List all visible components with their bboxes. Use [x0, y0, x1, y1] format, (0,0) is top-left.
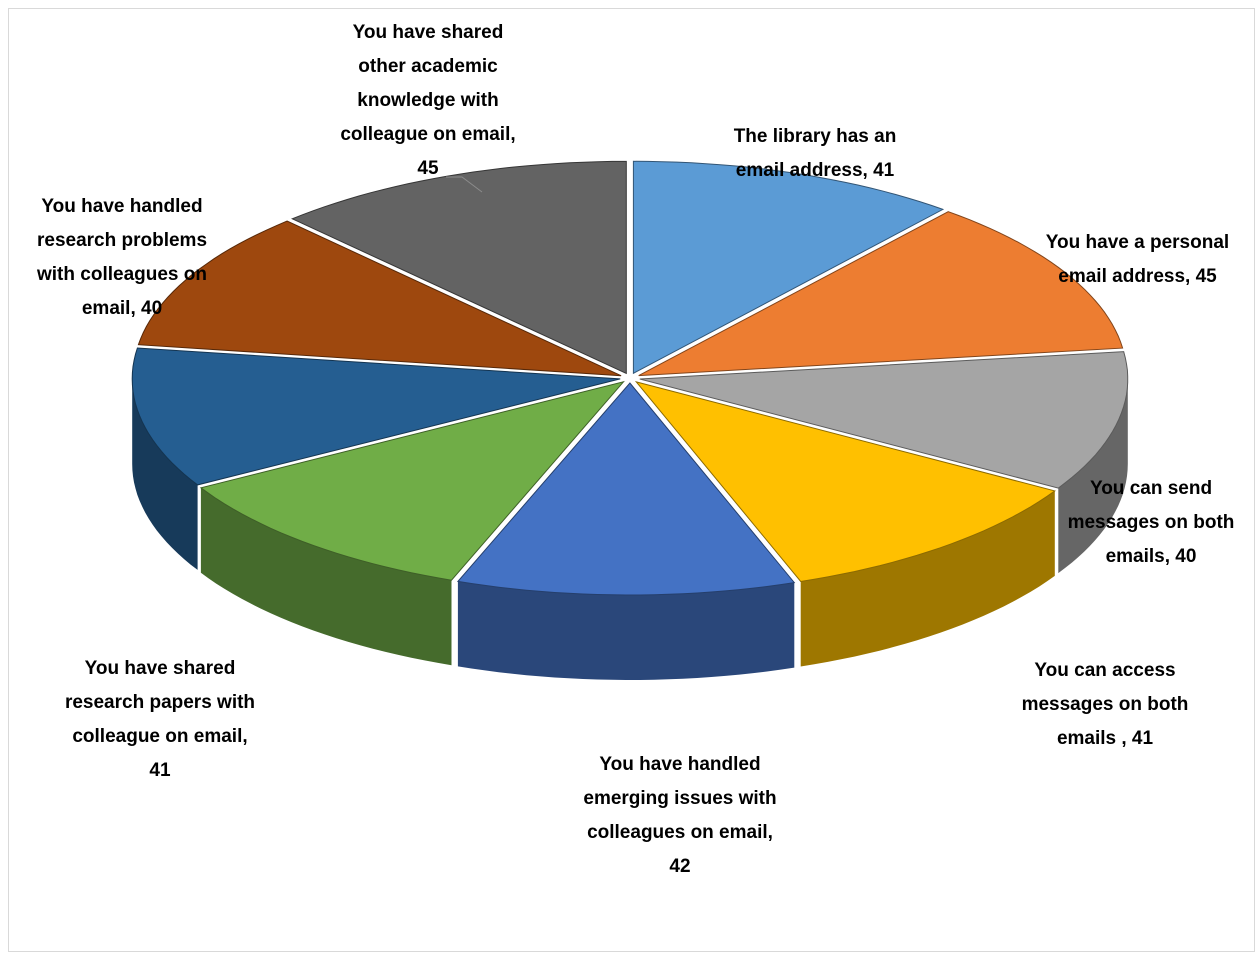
- slice-0: [632, 160, 945, 375]
- label-slice-4: You have handled emerging issues with coll…: [583, 754, 777, 877]
- label-slice-6: You have handled research problems with co…: [36, 196, 208, 319]
- label-slice-5: You have shared research papers with colle…: [64, 658, 256, 781]
- leader-line: [446, 176, 483, 193]
- label-slice-2: You can send messages on both emails, 40: [1067, 478, 1235, 567]
- slice-1: [638, 211, 1124, 377]
- chart-area: [8, 8, 1255, 952]
- label-slice-8: You have shared other academic knowledge w…: [340, 22, 516, 179]
- slice-side-6: [132, 378, 198, 570]
- slice-7: [137, 220, 622, 377]
- slice-4: [456, 382, 796, 596]
- slice-side-4: [457, 581, 795, 680]
- label-slice-1: You have a personal email address, 45: [1045, 232, 1230, 287]
- label-slice-3: You can access messages on both emails , 4…: [1021, 660, 1189, 749]
- slice-8: [291, 160, 627, 375]
- slice-side-5: [200, 487, 452, 666]
- slice-side-3: [800, 490, 1055, 667]
- slice-6: [131, 347, 621, 486]
- label-slice-0: The library has an email address, 41: [733, 126, 897, 181]
- slice-5: [199, 380, 625, 581]
- slice-2: [639, 351, 1129, 489]
- slice-3: [634, 381, 1056, 583]
- slice-side-2: [1058, 379, 1128, 574]
